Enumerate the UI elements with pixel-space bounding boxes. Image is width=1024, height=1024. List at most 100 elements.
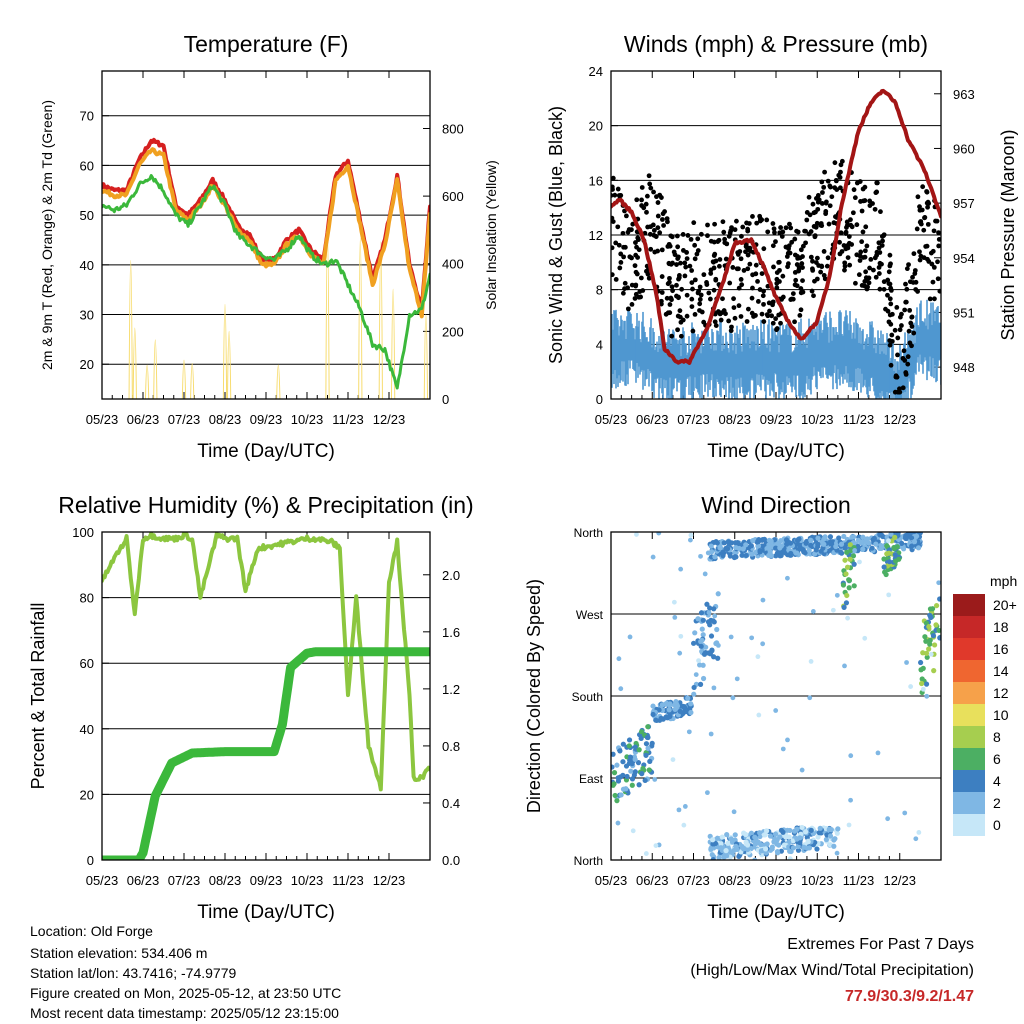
- wind-direction-point: [620, 741, 626, 747]
- wind-direction-point: [748, 830, 754, 836]
- wind-direction-point: [860, 534, 866, 540]
- wind-gust-point: [745, 247, 751, 253]
- wind-gust-point: [867, 198, 873, 204]
- wind-gust-point: [808, 254, 814, 260]
- wind-gust-point: [664, 295, 670, 301]
- wind-gust-point: [753, 262, 759, 268]
- wind-gust-point: [798, 286, 804, 291]
- wind-gust-point: [904, 266, 910, 272]
- wind-gust-point: [931, 228, 937, 234]
- wind-direction-point: [908, 684, 914, 689]
- wind-gust-point: [888, 261, 893, 267]
- wind-direction-point: [919, 680, 925, 687]
- wind-gust-point: [888, 362, 894, 368]
- wind-direction-point: [700, 675, 707, 682]
- wind-direction-point: [886, 592, 892, 598]
- wind-direction-point: [885, 816, 891, 822]
- y2-tick-label: 1.2: [442, 682, 460, 697]
- wind-gust-point: [864, 243, 870, 249]
- wind-direction-point: [681, 704, 687, 710]
- wind-gust-point: [675, 313, 681, 319]
- wind-gust-point: [655, 225, 661, 231]
- wind-direction-point: [717, 545, 723, 551]
- wind-gust-point: [827, 203, 833, 209]
- wind-gust-point: [617, 265, 623, 271]
- wind-gust-point: [907, 340, 913, 346]
- wind-direction-point: [682, 708, 688, 714]
- wind-direction-point: [763, 846, 769, 852]
- wind-direction-point: [702, 571, 708, 577]
- wind-gust-point: [747, 261, 753, 267]
- colorbar-label: 12: [993, 685, 1009, 701]
- wind-direction-point: [790, 845, 797, 851]
- plot-area: [611, 88, 941, 399]
- y2-tick-label: 200: [442, 324, 464, 339]
- wind-direction-point: [650, 711, 656, 718]
- wind-direction-point: [855, 537, 862, 543]
- wind-gust-point: [692, 256, 698, 262]
- insolation-spike: [378, 241, 383, 399]
- wind-direction-point: [924, 654, 930, 660]
- wind-direction-point: [847, 556, 853, 562]
- wind-direction-point: [688, 701, 694, 707]
- wind-direction-point: [712, 554, 718, 560]
- wind-direction-point: [808, 827, 814, 833]
- wind-gust-point: [683, 264, 689, 270]
- wind-direction-point: [828, 541, 834, 547]
- wind-direction-point: [695, 616, 701, 622]
- wind-direction-point: [705, 550, 711, 556]
- wind-gust-point: [811, 293, 816, 299]
- wind-direction-point: [652, 777, 658, 782]
- wind-direction-point: [638, 735, 644, 742]
- wind-direction-point: [886, 538, 891, 544]
- y2-tick-label: 600: [442, 189, 464, 204]
- wind-gust-point: [706, 290, 712, 296]
- wind-gust-point: [873, 190, 879, 196]
- wind-gust-point: [810, 201, 816, 207]
- wind-direction-point: [785, 575, 790, 581]
- wind-direction-point: [913, 836, 919, 842]
- wind-gust-point: [764, 217, 770, 223]
- wind-direction-point: [611, 764, 615, 770]
- wind-gust-point: [888, 321, 894, 327]
- wind-gust-point: [798, 247, 804, 253]
- wind-gust-point: [638, 275, 644, 281]
- wind-gust-point: [675, 327, 680, 333]
- wind-gust-point: [669, 284, 675, 290]
- wind-direction-point: [736, 853, 742, 860]
- wind-direction-point: [780, 746, 786, 752]
- wind-gust-point: [793, 277, 799, 283]
- wind-gust-point: [936, 236, 941, 242]
- wind-gust-point: [680, 232, 686, 237]
- wind-direction-point: [757, 549, 763, 555]
- y-tick-label: 4: [596, 337, 603, 352]
- wind-direction-point: [795, 843, 801, 850]
- wind-gust-point: [657, 230, 663, 236]
- wind-direction-point: [815, 541, 821, 547]
- wind-gust-point: [618, 259, 624, 265]
- wind-direction-point: [933, 622, 939, 628]
- wind-gust-point: [659, 247, 665, 253]
- wind-direction-point: [755, 839, 761, 845]
- wind-gust-point: [806, 194, 812, 200]
- wind-direction-point: [936, 580, 941, 586]
- wind-gust-point: [721, 229, 727, 235]
- wind-gust-point: [779, 234, 785, 239]
- wind-direction-point: [846, 822, 852, 828]
- wind-direction-point: [636, 747, 642, 753]
- wind-gust-point: [730, 265, 736, 270]
- wind-direction-point: [842, 545, 848, 551]
- wind-gust-point: [824, 263, 830, 269]
- x-tick-label: 12/23: [373, 412, 406, 427]
- x-tick-label: 08/23: [718, 412, 751, 427]
- insolation-spike: [190, 362, 195, 399]
- wind-gust-point: [760, 293, 766, 299]
- wind-gust-point: [644, 209, 649, 215]
- wind-direction-point: [760, 597, 766, 603]
- x-axis-label: Time (Day/UTC): [197, 902, 335, 923]
- wind-direction-point: [624, 773, 630, 780]
- x-tick-label: 09/23: [760, 873, 793, 888]
- wind-direction-point: [732, 540, 739, 546]
- colorbar-label: 20+: [993, 597, 1017, 613]
- wind-direction-point: [685, 695, 691, 701]
